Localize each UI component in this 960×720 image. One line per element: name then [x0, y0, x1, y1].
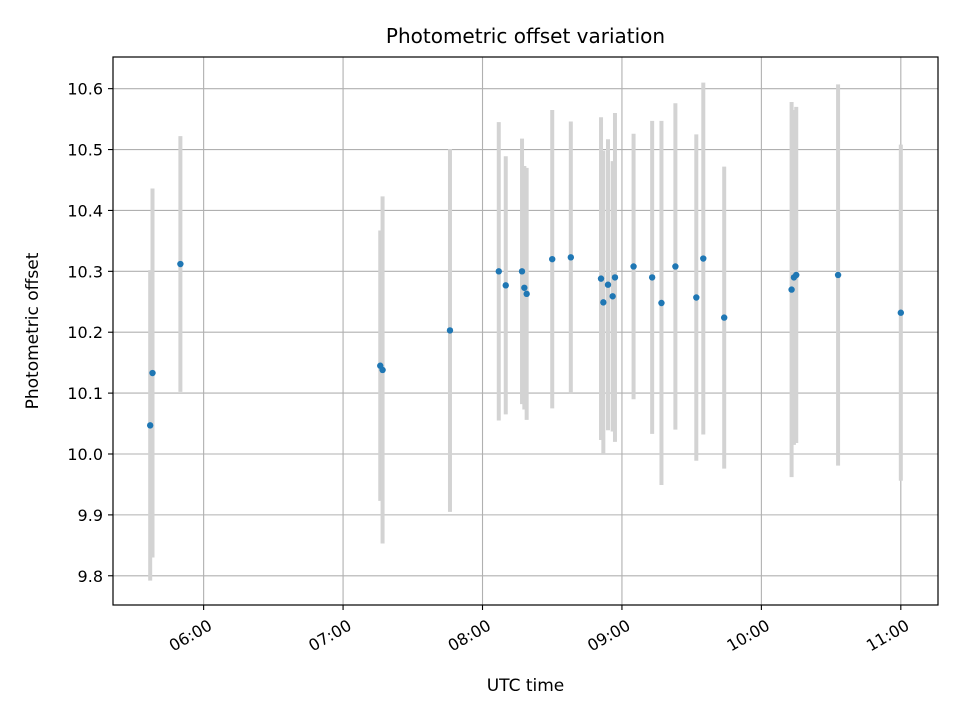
data-point [521, 284, 528, 291]
data-point [700, 255, 707, 262]
data-point [788, 286, 795, 293]
y-tick-label: 10.6 [67, 80, 103, 99]
data-point [630, 263, 637, 270]
y-tick-label: 9.9 [78, 506, 103, 525]
data-point [495, 268, 502, 275]
data-point [177, 260, 184, 268]
data-point [523, 290, 530, 298]
data-point [648, 274, 656, 281]
data-point [549, 255, 556, 263]
y-tick-label: 10.2 [67, 323, 103, 342]
data-point [146, 422, 154, 429]
data-point [658, 299, 665, 307]
data-point [149, 369, 156, 377]
y-tick-label: 10.1 [67, 384, 103, 403]
data-point [897, 309, 905, 316]
y-tick-label: 10.3 [67, 262, 103, 281]
y-axis-label: Photometric offset [23, 252, 43, 409]
data-point [693, 294, 700, 301]
data-point [600, 299, 607, 306]
plot-area-frame [112, 56, 939, 606]
data-point [518, 268, 526, 275]
data-point [834, 271, 842, 279]
y-tick-label: 9.8 [78, 567, 103, 586]
data-point [379, 366, 386, 374]
y-tick-label: 10.0 [67, 445, 103, 464]
data-point [793, 271, 800, 279]
data-point [720, 314, 728, 321]
chart-title: Photometric offset variation [386, 24, 665, 48]
data-point [446, 327, 454, 334]
data-point [597, 275, 605, 282]
data-point [609, 293, 616, 300]
y-tick-label: 10.5 [67, 141, 103, 160]
y-tick-label: 10.4 [67, 201, 103, 220]
data-point [604, 281, 612, 288]
data-point [567, 254, 575, 261]
data-point [502, 282, 509, 289]
data-point [611, 274, 619, 281]
data-point [672, 263, 679, 270]
data-points [146, 254, 905, 429]
x-axis-label: UTC time [487, 676, 565, 696]
